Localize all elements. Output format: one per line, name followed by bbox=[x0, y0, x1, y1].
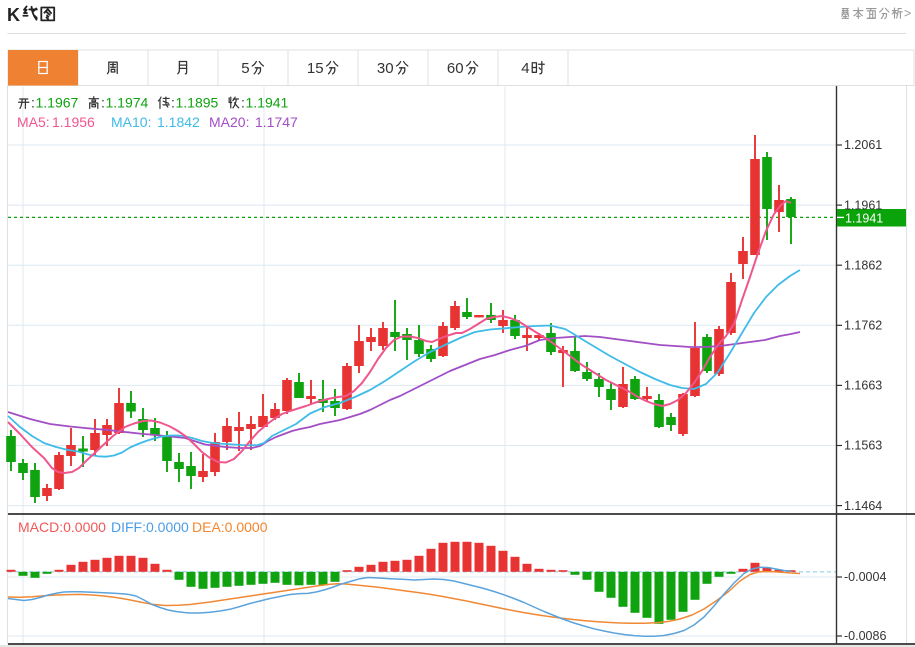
svg-text:15: 15 bbox=[307, 60, 324, 77]
svg-text:1.1941: 1.1941 bbox=[246, 95, 289, 111]
svg-text:1.1842: 1.1842 bbox=[157, 114, 200, 130]
svg-text:1.1956: 1.1956 bbox=[52, 114, 95, 130]
svg-text:1.1941: 1.1941 bbox=[845, 212, 883, 226]
svg-text:1.1961: 1.1961 bbox=[844, 198, 882, 212]
svg-text:4: 4 bbox=[521, 60, 529, 77]
svg-text:1.1747: 1.1747 bbox=[255, 114, 298, 130]
svg-text:1.2061: 1.2061 bbox=[844, 138, 882, 152]
svg-text:MA10:: MA10: bbox=[111, 114, 151, 130]
svg-text:K: K bbox=[7, 5, 20, 25]
svg-text::: : bbox=[171, 95, 175, 111]
svg-text:60: 60 bbox=[447, 60, 464, 77]
svg-text:MACD:0.0000: MACD:0.0000 bbox=[18, 519, 106, 535]
svg-text:-0.0004: -0.0004 bbox=[844, 570, 886, 584]
svg-text:1.1663: 1.1663 bbox=[844, 379, 882, 393]
svg-text:30: 30 bbox=[377, 60, 394, 77]
svg-text:DIFF:0.0000: DIFF:0.0000 bbox=[111, 519, 189, 535]
svg-text:1.1762: 1.1762 bbox=[844, 319, 882, 333]
svg-text:1.1862: 1.1862 bbox=[844, 258, 882, 272]
svg-text::: : bbox=[31, 95, 35, 111]
svg-text:1.1464: 1.1464 bbox=[844, 499, 882, 513]
svg-text:1.1967: 1.1967 bbox=[36, 95, 79, 111]
svg-text:MA5:: MA5: bbox=[17, 114, 50, 130]
svg-text::: : bbox=[101, 95, 105, 111]
svg-text::: : bbox=[241, 95, 245, 111]
svg-text:>: > bbox=[904, 7, 911, 21]
svg-text:1.1895: 1.1895 bbox=[176, 95, 219, 111]
svg-text:-0.0086: -0.0086 bbox=[844, 629, 886, 643]
svg-text:1.1974: 1.1974 bbox=[106, 95, 149, 111]
svg-text:DEA:0.0000: DEA:0.0000 bbox=[192, 519, 268, 535]
svg-text:MA20:: MA20: bbox=[209, 114, 249, 130]
svg-text:1.1563: 1.1563 bbox=[844, 439, 882, 453]
svg-text:5: 5 bbox=[241, 60, 249, 77]
